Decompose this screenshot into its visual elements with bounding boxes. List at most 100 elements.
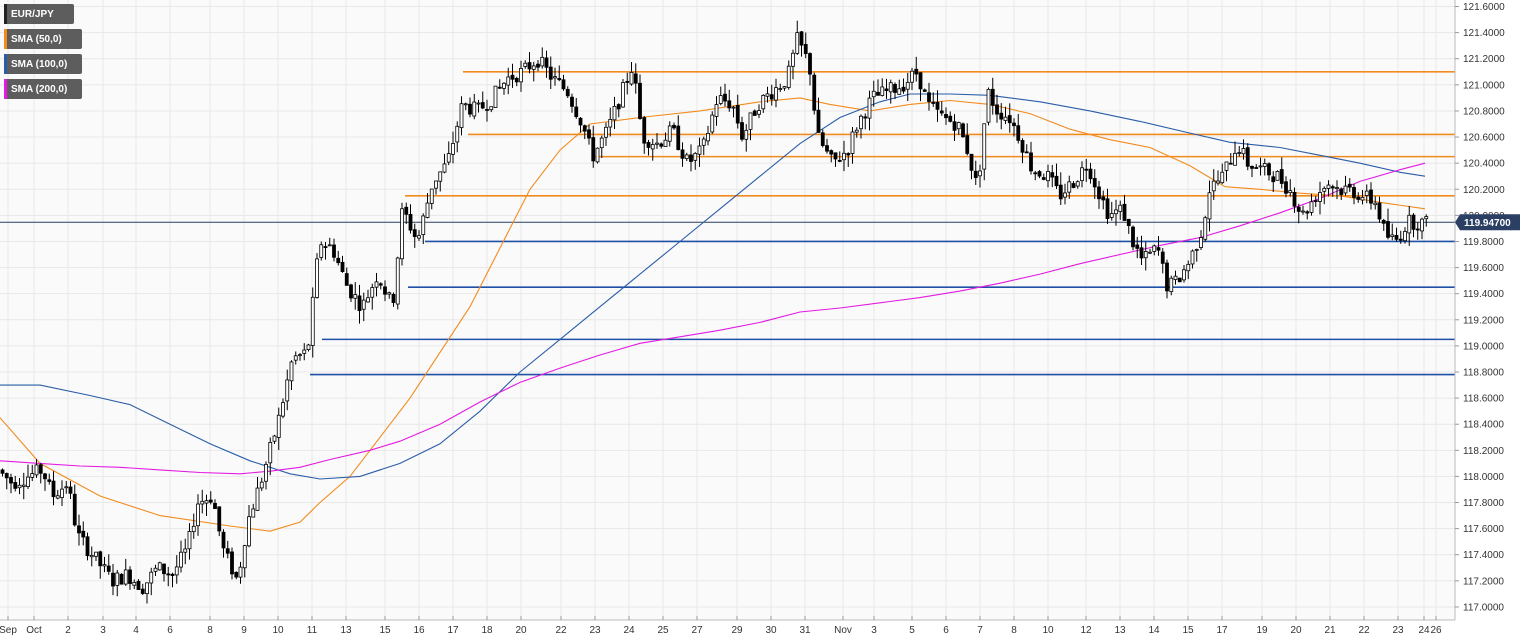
candle-body — [697, 145, 702, 155]
candle-body — [850, 131, 855, 154]
candle-body — [183, 548, 188, 553]
candle-body — [799, 31, 804, 46]
candle-body — [255, 487, 260, 511]
legend-item-sma200[interactable]: SMA (200,0) — [4, 79, 82, 99]
candle-body — [1237, 152, 1242, 154]
candle-body — [871, 90, 876, 98]
candle-body — [1186, 263, 1191, 272]
candle-body — [667, 125, 672, 142]
candle-body — [510, 74, 515, 80]
legend-item-sma100[interactable]: SMA (100,0) — [4, 54, 82, 74]
x-tick-label: 24 — [1418, 625, 1430, 636]
candle-body — [752, 110, 757, 116]
candle-body — [986, 88, 991, 123]
candle-body — [897, 88, 902, 95]
candle-body — [757, 110, 761, 115]
candle-body — [1301, 210, 1305, 213]
candle-body — [1403, 231, 1407, 242]
x-tick-label: 8 — [1011, 625, 1017, 636]
legend-item-sma50[interactable]: SMA (50,0) — [4, 29, 82, 49]
candle-body — [468, 103, 472, 115]
candle-body — [140, 588, 145, 594]
candle-body — [659, 143, 664, 147]
x-tick-label: 12 — [1080, 625, 1092, 636]
candle-body — [1033, 172, 1038, 175]
candle-body — [293, 355, 298, 361]
candle-body — [1046, 171, 1050, 182]
candle-body — [412, 229, 417, 237]
candle-body — [561, 79, 566, 90]
candle-body — [1420, 218, 1424, 232]
candle-body — [854, 129, 859, 133]
x-tick-label: 17 — [1216, 625, 1228, 636]
y-tick-label: 120.2000 — [1463, 185, 1505, 196]
x-tick-label: 26 — [1430, 625, 1442, 636]
candle-body — [1165, 262, 1169, 292]
y-tick-label: 119.2000 — [1463, 315, 1504, 326]
candle-body — [969, 153, 974, 171]
candle-body — [145, 582, 149, 595]
candle-body — [927, 92, 931, 102]
candle-body — [765, 93, 770, 97]
candle-body — [438, 171, 443, 182]
candle-body — [1041, 177, 1046, 180]
candle-body — [1305, 211, 1310, 214]
candle-body — [684, 154, 689, 159]
candle-body — [1424, 216, 1429, 220]
candle-body — [417, 235, 421, 239]
candle-body — [1080, 167, 1084, 182]
candle-body — [837, 159, 842, 162]
y-tick-label: 117.0000 — [1463, 602, 1504, 613]
candle-body — [221, 531, 226, 549]
candle-body — [867, 97, 872, 119]
candle-body — [786, 65, 791, 88]
candle-body — [548, 66, 553, 80]
y-tick-label: 117.6000 — [1463, 524, 1504, 535]
legend-item-pair[interactable]: EUR/JPY — [4, 4, 74, 24]
candle-body — [680, 149, 685, 159]
candle-body — [1203, 217, 1208, 240]
x-tick-label: 30 — [765, 625, 777, 636]
candle-body — [744, 129, 749, 140]
candle-body — [1058, 184, 1063, 200]
candle-body — [378, 283, 383, 286]
candle-body — [672, 124, 676, 129]
candle-body — [480, 102, 485, 109]
candle-body — [60, 488, 64, 498]
candle-body — [370, 287, 375, 298]
candle-body — [795, 32, 800, 54]
candle-body — [463, 103, 468, 106]
x-tick-label: 31 — [799, 625, 811, 636]
candle-body — [285, 379, 290, 402]
candle-body — [64, 486, 69, 489]
candle-body — [778, 88, 783, 90]
candle-body — [748, 112, 753, 130]
sma-layer — [0, 93, 1426, 532]
candle-body — [1326, 184, 1331, 189]
candle-body — [476, 102, 481, 105]
current-price-badge-group: 119.94700 — [1455, 214, 1520, 231]
candle-body — [638, 82, 642, 119]
candle-body — [769, 94, 774, 100]
candle-body — [893, 83, 897, 93]
x-tick-label: 6 — [943, 625, 949, 636]
candle-body — [633, 73, 638, 84]
candle-body — [310, 296, 315, 346]
candle-body — [1118, 204, 1123, 212]
candle-body — [170, 573, 175, 576]
candle-body — [451, 143, 455, 155]
x-tick-label: 27 — [691, 625, 703, 636]
candle-body — [1160, 251, 1165, 264]
candle-body — [191, 525, 196, 533]
candle-body — [863, 116, 868, 119]
candle-body — [587, 129, 591, 139]
candle-body — [408, 214, 413, 231]
candle-body — [1394, 235, 1399, 240]
candle-body — [1109, 213, 1114, 218]
x-tick-label: 13 — [1114, 625, 1126, 636]
candle-body — [876, 91, 880, 96]
candle-body — [1012, 122, 1016, 127]
x-tick-label: 6 — [167, 625, 173, 636]
x-tick-label: 19 — [1256, 625, 1268, 636]
candle-body — [213, 502, 217, 510]
